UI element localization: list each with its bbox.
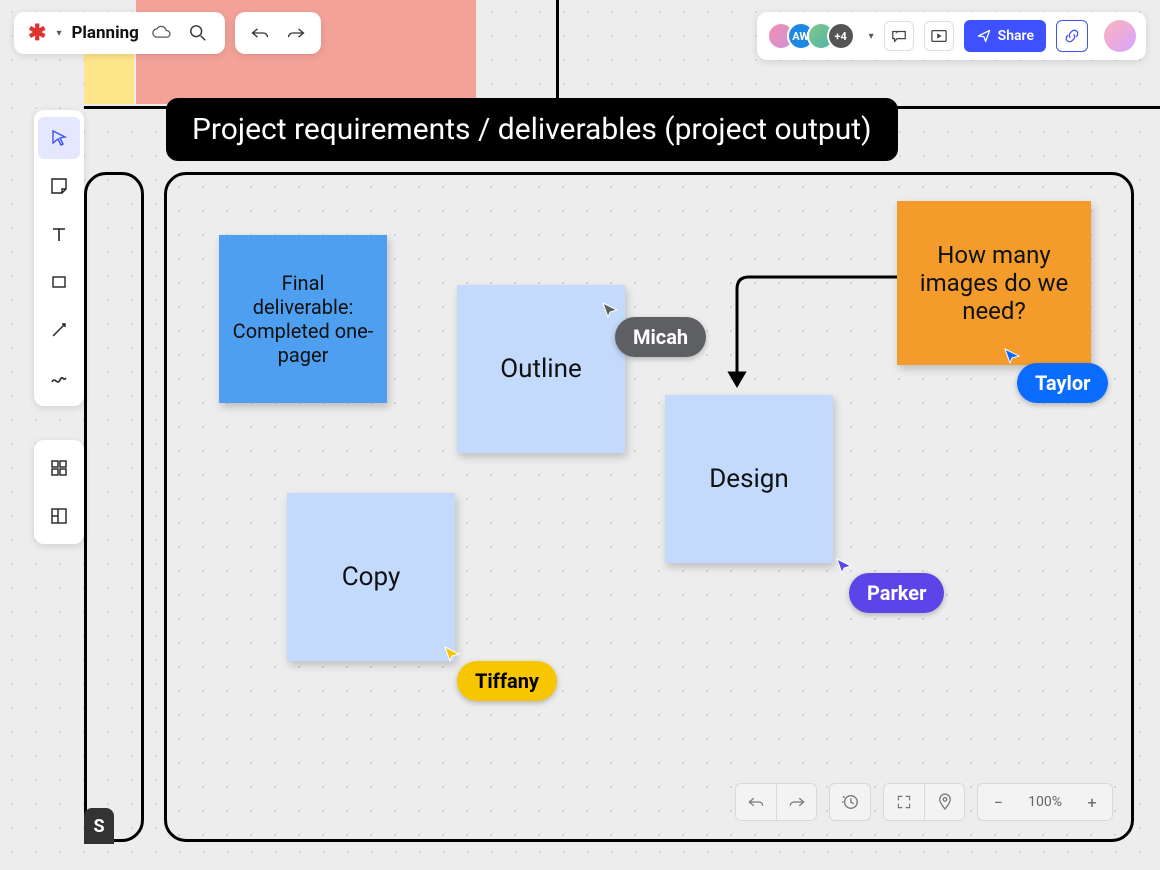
zoom-group: − 100% + (977, 783, 1113, 821)
text-tool[interactable] (38, 213, 80, 255)
frame-title[interactable]: Project requirements / deliverables (pro… (166, 98, 898, 161)
redo-button[interactable] (283, 20, 309, 46)
location-button[interactable] (924, 783, 964, 821)
comments-button[interactable]: ” (884, 21, 914, 51)
collaboration-bar: AW +4 ▾ ” Share (757, 12, 1146, 60)
board-title-panel: ✱ ▾ Planning (14, 12, 225, 54)
select-tool[interactable] (38, 117, 80, 159)
sticky-outline[interactable]: Outline (457, 285, 625, 453)
undo-button[interactable] (247, 20, 273, 46)
undo-canvas-button[interactable] (736, 783, 776, 821)
view-group (883, 783, 965, 821)
sticky-text: Outline (500, 354, 582, 384)
tool-palette (34, 110, 84, 406)
undo-redo-panel (235, 12, 321, 54)
share-button[interactable]: Share (964, 20, 1046, 52)
pen-tool[interactable] (38, 357, 80, 399)
app-logo-icon[interactable]: ✱ (28, 21, 46, 46)
sticky-text: How many images do we need? (909, 241, 1079, 325)
sticky-text: Copy (342, 562, 401, 592)
presence-avatars[interactable]: AW +4 (767, 22, 855, 50)
sticky-design[interactable]: Design (665, 395, 833, 563)
sticky-images[interactable]: How many images do we need? (897, 201, 1091, 365)
cloud-sync-icon[interactable] (149, 20, 175, 46)
bg-divider-vertical (556, 0, 559, 106)
line-tool[interactable] (38, 309, 80, 351)
tool-palette-secondary (34, 440, 84, 544)
frame-tab-s[interactable]: S (84, 808, 114, 844)
board-header: ✱ ▾ Planning (14, 12, 321, 54)
cursor-label-tiffany: Tiffany (457, 661, 557, 701)
adjacent-frame[interactable] (84, 172, 144, 842)
redo-canvas-button[interactable] (776, 783, 816, 821)
frame-tool[interactable] (38, 495, 80, 537)
activity-history-button[interactable] (830, 783, 870, 821)
zoom-out-button[interactable]: − (978, 783, 1018, 821)
cursor-pointer-icon (1003, 347, 1021, 365)
fullscreen-button[interactable] (884, 783, 924, 821)
cursor-label-taylor: Taylor (1017, 363, 1108, 403)
sticky-copy[interactable]: Copy (287, 493, 455, 661)
zoom-in-button[interactable]: + (1072, 783, 1112, 821)
copy-link-button[interactable] (1056, 20, 1088, 52)
cursor-pointer-icon (835, 557, 853, 575)
svg-text:”: ” (895, 31, 897, 39)
search-icon[interactable] (185, 20, 211, 46)
share-icon (976, 28, 992, 44)
zoom-level[interactable]: 100% (1018, 794, 1072, 810)
view-controls: − 100% + (735, 783, 1113, 821)
cursor-label-micah: Micah (615, 317, 706, 357)
cursor-label-parker: Parker (849, 573, 944, 613)
sticky-text: Final deliverable: Completed one-pager (231, 271, 375, 367)
avatar-overflow[interactable]: +4 (827, 22, 855, 50)
cursor-pointer-icon (443, 645, 461, 663)
board-menu-caret-icon[interactable]: ▾ (56, 28, 61, 39)
present-button[interactable] (924, 21, 954, 51)
share-label: Share (998, 28, 1034, 44)
sticky-text: Design (709, 464, 789, 494)
history-group (735, 783, 817, 821)
history-button-group (829, 783, 871, 821)
main-frame[interactable]: Final deliverable: Completed one-pager Ou… (164, 172, 1134, 842)
shape-tool[interactable] (38, 261, 80, 303)
cursor-pointer-icon (601, 301, 619, 319)
sticky-note-tool[interactable] (38, 165, 80, 207)
sticky-final[interactable]: Final deliverable: Completed one-pager (219, 235, 387, 403)
board-title[interactable]: Planning (71, 23, 138, 43)
profile-avatar[interactable] (1104, 20, 1136, 52)
presence-caret-icon[interactable]: ▾ (869, 31, 874, 42)
apps-tool[interactable] (38, 447, 80, 489)
